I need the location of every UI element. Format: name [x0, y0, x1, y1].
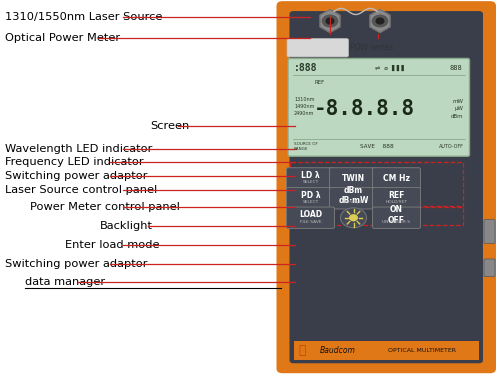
Text: 888: 888 — [450, 65, 462, 71]
Text: 1310: 1310 — [294, 178, 304, 181]
Text: Power Meter control panel: Power Meter control panel — [30, 202, 180, 212]
FancyBboxPatch shape — [286, 168, 335, 189]
FancyBboxPatch shape — [484, 259, 495, 277]
Text: REF: REF — [315, 79, 325, 85]
Text: 2k: 2k — [388, 178, 392, 181]
Text: -8.8.8.8: -8.8.8.8 — [314, 99, 415, 119]
Text: Wavelength LED indicator: Wavelength LED indicator — [5, 144, 152, 154]
Text: SELECT: SELECT — [302, 180, 318, 185]
Text: REF: REF — [388, 191, 404, 200]
Text: PD λ: PD λ — [300, 191, 320, 200]
Text: Backlight: Backlight — [100, 221, 153, 231]
Text: Laser Source control panel: Laser Source control panel — [5, 185, 157, 195]
Circle shape — [326, 18, 334, 24]
Text: POW series: POW series — [350, 43, 393, 52]
Text: Switching power adaptor: Switching power adaptor — [5, 259, 148, 269]
Text: data manager: data manager — [25, 277, 105, 287]
Text: 1310nm
1490nm
2490nm: 1310nm 1490nm 2490nm — [294, 97, 314, 117]
Text: OPTICAL MULTIMETER: OPTICAL MULTIMETER — [388, 348, 456, 353]
Text: ⛰: ⛰ — [298, 344, 306, 357]
Bar — [294, 341, 479, 360]
FancyBboxPatch shape — [372, 188, 420, 209]
FancyBboxPatch shape — [484, 220, 495, 243]
Text: CM Hz: CM Hz — [383, 174, 410, 183]
Text: LOAD: LOAD — [299, 210, 322, 220]
Text: 270: 270 — [346, 178, 354, 181]
Text: :888: :888 — [294, 63, 318, 73]
FancyBboxPatch shape — [287, 39, 348, 57]
Text: ON
OFF: ON OFF — [388, 205, 405, 225]
FancyBboxPatch shape — [290, 11, 483, 363]
Circle shape — [372, 15, 388, 27]
Circle shape — [340, 208, 366, 228]
Text: Screen: Screen — [150, 121, 189, 131]
FancyBboxPatch shape — [286, 207, 335, 228]
Polygon shape — [320, 10, 340, 32]
Text: ⇌  ⌀  ▌▌▌: ⇌ ⌀ ▌▌▌ — [375, 65, 406, 71]
Text: Optical Power Meter: Optical Power Meter — [5, 33, 120, 43]
FancyBboxPatch shape — [288, 58, 470, 156]
Text: SOURCE OF
RANGE: SOURCE OF RANGE — [294, 142, 318, 151]
Text: 1310/1550nm Laser Source: 1310/1550nm Laser Source — [5, 12, 162, 22]
Text: Baudcom: Baudcom — [320, 346, 356, 355]
Text: mW
μW
dBm: mW μW dBm — [451, 99, 464, 119]
Text: TWIN: TWIN — [342, 174, 365, 183]
Bar — [290, 207, 462, 225]
Text: 1550: 1550 — [318, 178, 328, 181]
Text: Switching power adaptor: Switching power adaptor — [5, 171, 148, 181]
Text: SELECT: SELECT — [302, 200, 318, 204]
Circle shape — [319, 170, 326, 175]
Bar — [290, 162, 462, 206]
Circle shape — [386, 170, 394, 175]
FancyBboxPatch shape — [330, 188, 378, 209]
Text: LD λ: LD λ — [301, 171, 320, 180]
Text: SAVE  888: SAVE 888 — [360, 144, 394, 149]
Text: UN POWER S: UN POWER S — [382, 220, 410, 224]
Text: Enter load mode: Enter load mode — [65, 240, 160, 250]
Circle shape — [376, 18, 384, 24]
Text: FILE SAVE: FILE SAVE — [300, 220, 322, 224]
Circle shape — [296, 170, 302, 175]
Circle shape — [350, 215, 358, 221]
Circle shape — [322, 15, 338, 27]
Text: dBm
dB·mW: dBm dB·mW — [338, 186, 368, 205]
FancyBboxPatch shape — [372, 207, 420, 228]
Text: AUTO-OFF: AUTO-OFF — [438, 144, 464, 149]
Text: 1k: 1k — [368, 178, 372, 181]
Circle shape — [346, 170, 354, 175]
FancyBboxPatch shape — [330, 168, 378, 189]
Text: dBr/dBμW: dBr/dBμW — [342, 200, 364, 204]
FancyBboxPatch shape — [372, 168, 420, 189]
FancyBboxPatch shape — [276, 1, 496, 373]
Polygon shape — [370, 10, 390, 32]
FancyBboxPatch shape — [286, 188, 335, 209]
Text: HOLD/SET: HOLD/SET — [386, 200, 407, 204]
Text: Frequency LED indicator: Frequency LED indicator — [5, 157, 143, 167]
Circle shape — [366, 170, 374, 175]
